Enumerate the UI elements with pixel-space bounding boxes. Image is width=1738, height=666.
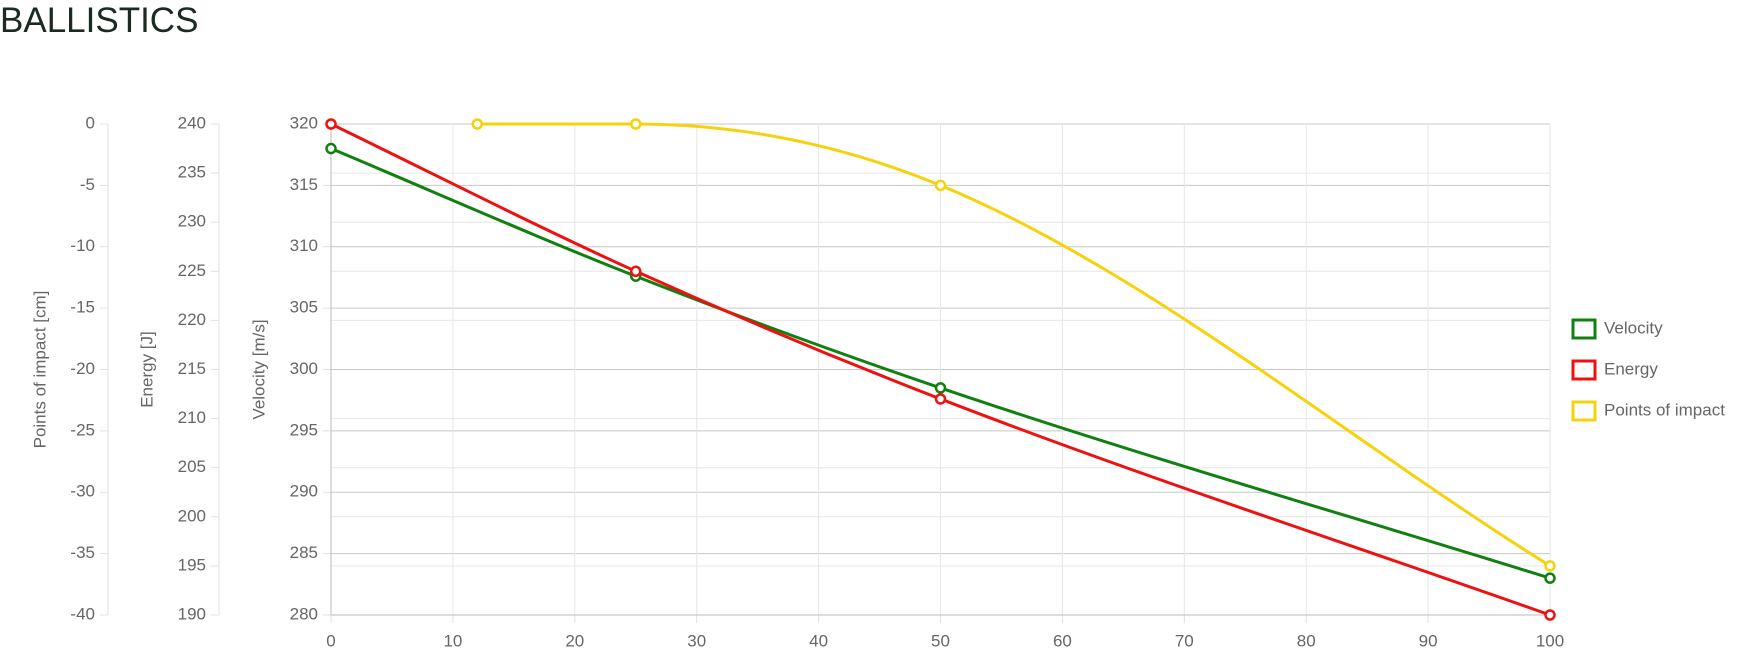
y-tick-label: 230 [178, 212, 206, 231]
y-axis-title: Energy [J] [137, 331, 156, 408]
y-tick-label: -40 [70, 604, 95, 623]
x-tick-label: 20 [565, 631, 584, 650]
y-tick-label: 300 [290, 359, 318, 378]
chart-title: BALLISTICS [0, 1, 198, 40]
y-tick-label: 200 [178, 506, 206, 525]
x-tick-label: 90 [1419, 631, 1438, 650]
x-tick-label: 70 [1175, 631, 1194, 650]
line [330, 122, 1551, 617]
x-tick-label: 100 [1536, 631, 1564, 650]
y-tick-label: 240 [178, 113, 206, 132]
y-tick-label: -35 [70, 543, 95, 562]
y-tick-label: 220 [178, 310, 206, 329]
y-tick-label: 310 [290, 236, 318, 255]
point [630, 265, 642, 278]
point [1544, 560, 1556, 572]
y-tick-label: 305 [290, 298, 318, 317]
line [330, 147, 1551, 580]
legend-swatch [1571, 318, 1597, 340]
y-tick-label: 195 [178, 555, 206, 574]
y-tick-label: 290 [290, 482, 318, 501]
point [934, 393, 947, 405]
point [471, 118, 484, 130]
line [477, 122, 1551, 568]
y-tick-label: 215 [178, 359, 206, 378]
y-tick-label: 205 [178, 457, 206, 476]
point [1544, 572, 1556, 584]
y-tick-label: 0 [86, 113, 95, 132]
legend-swatch [1571, 359, 1597, 381]
point [934, 179, 947, 192]
y-tick-label: 280 [290, 604, 318, 623]
y-tick-label: 320 [290, 113, 318, 132]
y-tick-label: 210 [178, 408, 206, 427]
x-tick-label: 40 [809, 631, 828, 650]
y-tick-label: 295 [290, 420, 318, 439]
point [325, 142, 337, 155]
y-axis-title: Points of impact [cm] [30, 291, 49, 449]
y-tick-label: 315 [290, 175, 318, 194]
x-tick-label: 50 [931, 631, 950, 650]
legend-swatch [1571, 400, 1597, 422]
legend-label: Points of impact [1604, 400, 1725, 419]
y-tick-label: -25 [70, 420, 95, 439]
x-tick-label: 80 [1297, 631, 1316, 650]
x-tick-label: 60 [1053, 631, 1072, 650]
y-tick-label: 190 [178, 604, 206, 623]
y-tick-label: 225 [178, 261, 206, 280]
x-tick-label: 0 [326, 631, 335, 650]
x-tick-label: 30 [687, 631, 706, 650]
point [1544, 609, 1556, 621]
y-tick-label: -30 [70, 482, 95, 501]
point [325, 118, 337, 130]
y-tick-label: 235 [178, 163, 206, 182]
point [934, 382, 947, 394]
legend-label: Energy [1604, 359, 1658, 378]
point [630, 118, 642, 130]
legend-label: Velocity [1604, 318, 1663, 337]
y-axis-title: Velocity [m/s] [249, 319, 268, 419]
y-tick-label: -10 [70, 236, 95, 255]
y-tick-label: -20 [70, 359, 95, 378]
y-tick-label: -15 [70, 298, 95, 317]
y-tick-label: 285 [290, 543, 318, 562]
y-tick-label: -5 [80, 175, 95, 194]
x-tick-label: 10 [443, 631, 462, 650]
